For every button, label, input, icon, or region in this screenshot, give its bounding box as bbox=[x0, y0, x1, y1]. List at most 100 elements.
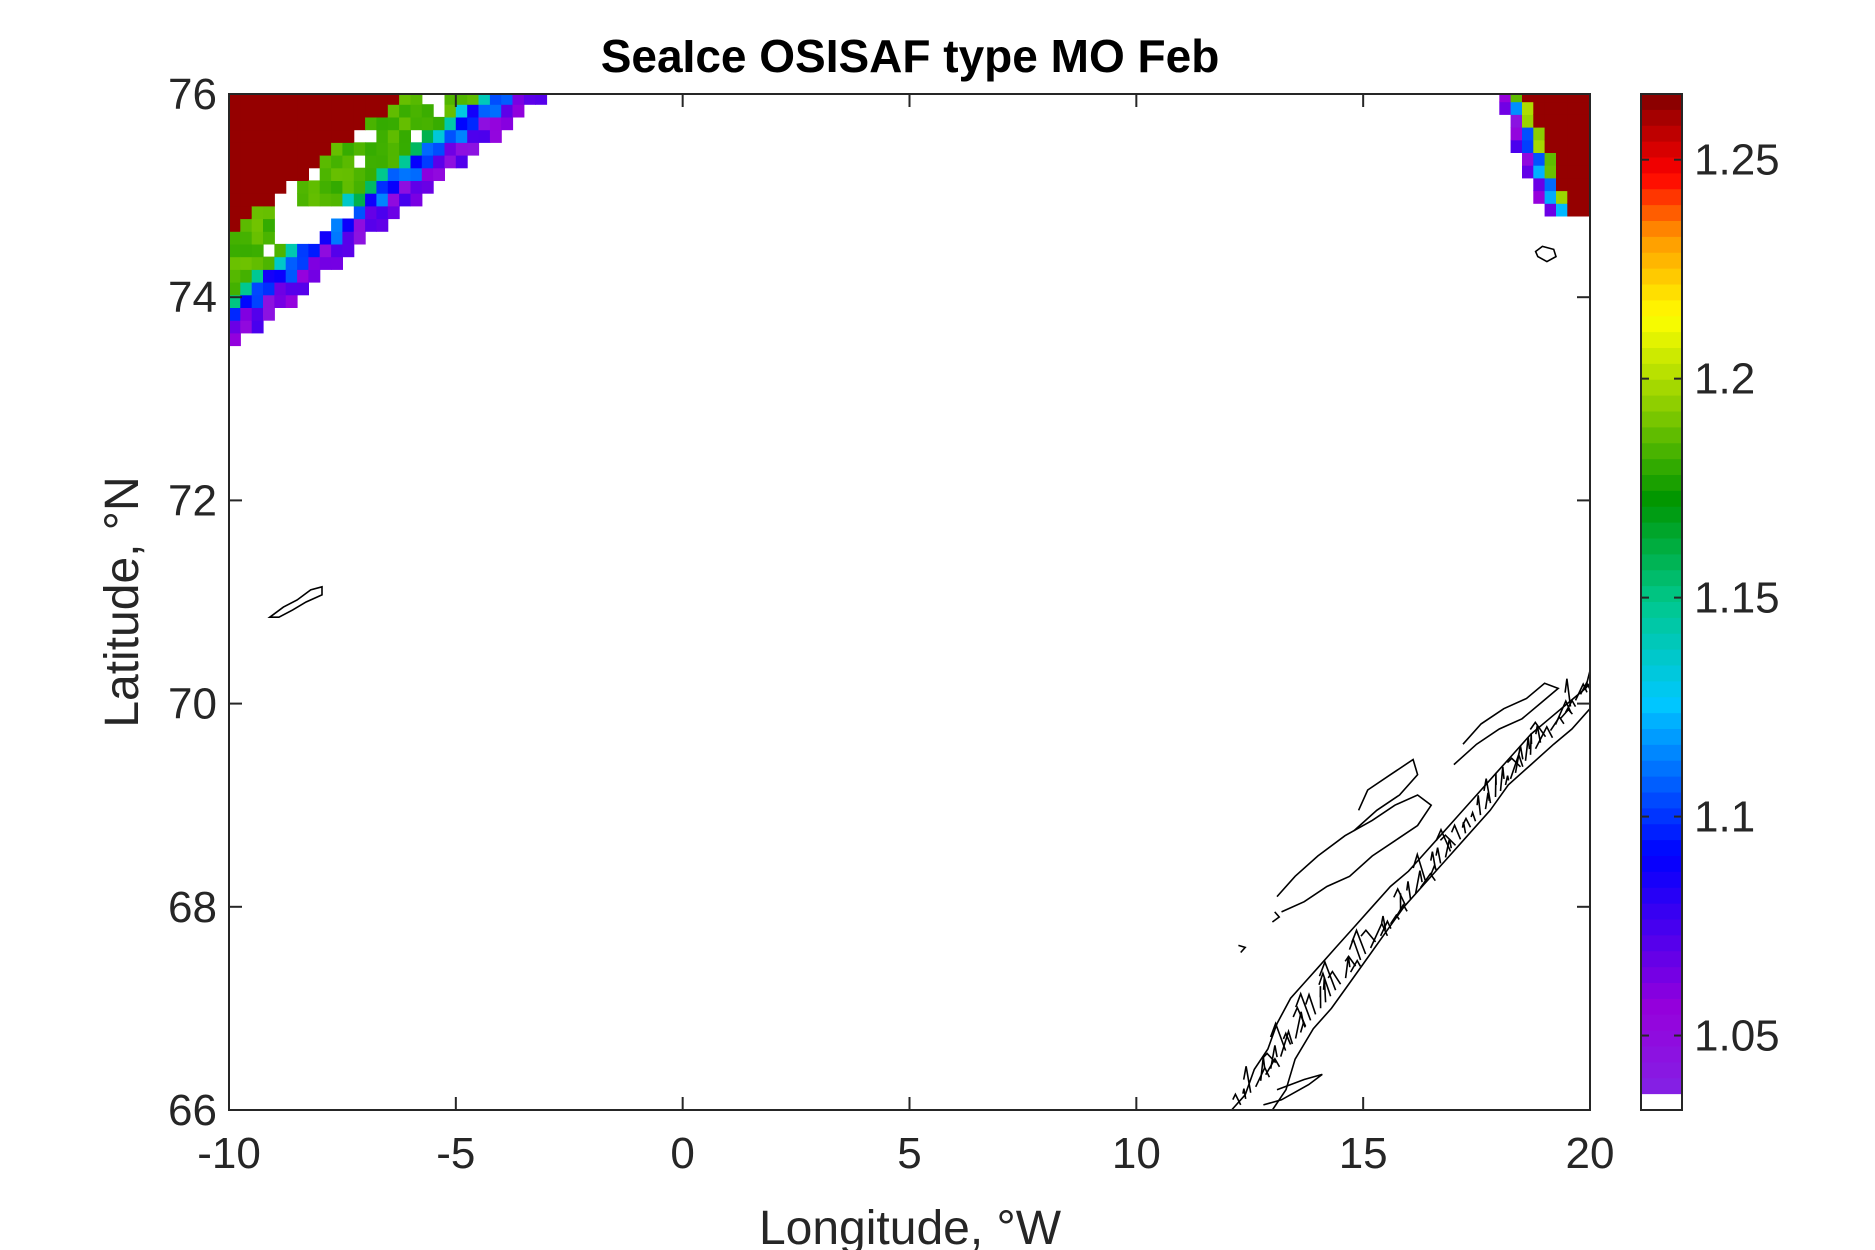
heatmap-cell bbox=[308, 256, 321, 270]
heatmap-cell bbox=[229, 269, 241, 283]
heatmap-cell bbox=[365, 155, 377, 169]
coastline bbox=[1292, 1005, 1307, 1027]
heatmap-cell bbox=[467, 104, 480, 118]
colorbar-segment bbox=[1641, 602, 1682, 619]
heatmap-cell bbox=[297, 282, 309, 296]
heatmap-cell bbox=[387, 142, 400, 156]
heatmap-cell bbox=[1578, 94, 1590, 103]
heatmap-cell bbox=[1567, 127, 1580, 141]
heatmap-cell bbox=[1578, 203, 1590, 217]
heatmap-cell bbox=[365, 94, 377, 105]
colorbar-segment bbox=[1641, 1046, 1682, 1063]
heatmap-cell bbox=[387, 155, 400, 169]
heatmap-cell bbox=[421, 129, 434, 143]
heatmap-cell bbox=[1510, 94, 1523, 103]
coastline bbox=[1559, 708, 1573, 720]
heatmap-cell bbox=[1556, 203, 1568, 217]
coastline bbox=[1232, 1092, 1242, 1106]
heatmap-cell bbox=[297, 269, 309, 283]
heatmap-cell bbox=[501, 116, 514, 131]
heatmap-cell bbox=[342, 129, 355, 143]
heatmap-cell bbox=[512, 94, 525, 105]
colorbar-segment bbox=[1641, 252, 1682, 270]
heatmap-cell bbox=[331, 231, 343, 245]
heatmap-cell bbox=[297, 180, 309, 194]
coastline bbox=[1327, 970, 1342, 985]
heatmap-cell bbox=[501, 94, 514, 105]
heatmap-cell bbox=[1567, 139, 1580, 153]
coastline bbox=[1430, 851, 1437, 870]
colorbar-segment bbox=[1641, 760, 1682, 778]
colorbar-tick-label: 1.2 bbox=[1694, 355, 1755, 404]
heatmap-cell bbox=[1533, 139, 1546, 153]
heatmap-cell bbox=[331, 167, 343, 181]
heatmap-cell bbox=[444, 94, 457, 105]
heatmap-cell bbox=[1567, 203, 1580, 217]
coastline bbox=[1574, 682, 1588, 701]
heatmap-cell bbox=[297, 116, 309, 131]
heatmap-cell bbox=[251, 167, 264, 181]
heatmap-cell bbox=[433, 116, 445, 131]
coastline-layer bbox=[267, 245, 1590, 1110]
colorbar-segment bbox=[1641, 887, 1682, 905]
heatmap-cell bbox=[274, 180, 287, 194]
colorbar-segment bbox=[1641, 744, 1682, 762]
coastline bbox=[1238, 944, 1247, 954]
heatmap-cell bbox=[331, 129, 343, 143]
heatmap-cell bbox=[251, 307, 264, 321]
heatmap-cell bbox=[342, 218, 355, 232]
heatmap-cell bbox=[1567, 94, 1580, 103]
heatmap-cell bbox=[308, 94, 321, 105]
heatmap-cell bbox=[1533, 101, 1546, 115]
coastline bbox=[1242, 1088, 1247, 1100]
colorbar-segment bbox=[1641, 903, 1682, 921]
heatmap-cell bbox=[285, 104, 298, 118]
colorbar-segment bbox=[1641, 792, 1682, 809]
heatmap-cell bbox=[263, 205, 275, 220]
heatmap-cell bbox=[478, 129, 491, 143]
heatmap-cell bbox=[251, 294, 264, 308]
coastline bbox=[1269, 1045, 1278, 1069]
heatmap-cell bbox=[421, 116, 434, 131]
heatmap-cell bbox=[285, 155, 298, 169]
coastline bbox=[1276, 794, 1433, 913]
heatmap-cell bbox=[240, 94, 253, 105]
heatmap-cell bbox=[251, 256, 264, 270]
heatmap-cell bbox=[319, 116, 332, 131]
colorbar-tick-label: 1.05 bbox=[1694, 1012, 1780, 1061]
heatmap-cell bbox=[240, 205, 253, 220]
coastline bbox=[1529, 733, 1533, 755]
colorbar-segment bbox=[1641, 411, 1682, 428]
heatmap-cell bbox=[331, 104, 343, 118]
colorbar-segment bbox=[1641, 554, 1682, 571]
heatmap-cell bbox=[297, 243, 309, 258]
x-tick-label: 15 bbox=[1339, 1129, 1388, 1178]
heatmap-cell bbox=[251, 218, 264, 232]
heatmap-cell bbox=[1556, 190, 1568, 204]
heatmap-cell bbox=[1567, 114, 1580, 128]
colorbar-tick-label: 1.25 bbox=[1694, 136, 1780, 185]
heatmap-cell bbox=[308, 243, 321, 258]
heatmap-cell bbox=[489, 94, 502, 105]
coastline bbox=[1393, 887, 1407, 907]
heatmap-cell bbox=[1522, 101, 1534, 115]
coastline bbox=[1564, 698, 1577, 713]
heatmap-cell bbox=[1567, 165, 1580, 179]
heatmap-cell bbox=[1533, 114, 1546, 128]
coastline bbox=[1318, 970, 1332, 997]
heatmap-cell bbox=[1499, 101, 1512, 115]
heatmap-cell bbox=[229, 180, 241, 194]
coastline bbox=[1318, 959, 1337, 991]
coastline bbox=[1360, 928, 1377, 943]
heatmap-cell bbox=[263, 116, 275, 131]
heatmap-cell bbox=[274, 116, 287, 131]
heatmap-cell bbox=[1544, 165, 1557, 179]
heatmap-cell bbox=[229, 104, 241, 118]
heatmap-cell bbox=[467, 94, 480, 105]
heatmap-cell bbox=[331, 155, 343, 169]
heatmap-cell bbox=[240, 155, 253, 169]
heatmap-cell bbox=[274, 269, 287, 283]
heatmap-cell bbox=[263, 256, 275, 270]
colorbar-segment bbox=[1641, 125, 1682, 143]
colorbar-segment bbox=[1641, 141, 1682, 159]
